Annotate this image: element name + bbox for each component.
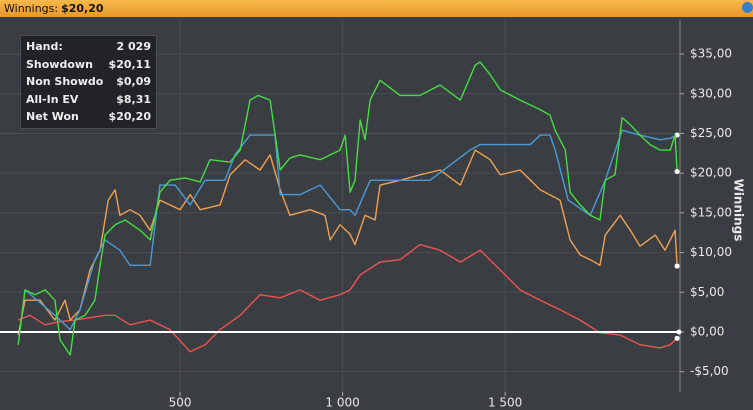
stats-row: Showdown $20,11 <box>21 56 156 74</box>
stat-value: 2 029 <box>116 40 151 53</box>
x-tick-label: 1 000 <box>325 396 359 410</box>
series-line <box>17 61 678 356</box>
y-tick-label: $25,00 <box>690 126 732 140</box>
stat-value: $20,20 <box>108 110 151 123</box>
end-point <box>674 263 680 269</box>
grid <box>0 20 680 392</box>
stat-label: Non Showdown <box>26 75 104 88</box>
header-value: $20,20 <box>61 2 104 15</box>
stats-row: Net Won $20,20 <box>21 108 156 126</box>
y-tick-label: $15,00 <box>690 205 732 219</box>
stat-value: $8,31 <box>116 92 151 106</box>
stats-row: Non Showdown $0,09 <box>21 73 156 91</box>
stat-label: Hand: <box>26 40 63 53</box>
y-tick-label: $5,00 <box>690 285 724 299</box>
y-tick-label: -$5,00 <box>690 364 729 378</box>
end-point <box>674 169 680 175</box>
stats-box: Hand: 2 029 Showdown $20,11 Non Showdown $0,0… <box>20 35 157 129</box>
x-tick-label: 500 <box>169 396 192 410</box>
icon[interactable] <box>742 2 753 13</box>
y-axis-label: Winnings <box>732 179 746 242</box>
series-line <box>17 129 678 345</box>
series-line <box>17 149 678 336</box>
y-tick-label: $0,00 <box>690 324 724 338</box>
stat-value: $20,11 <box>108 57 151 71</box>
stats-row: All-In EV $8,31 <box>21 91 156 109</box>
stat-label: Net Won <box>26 110 79 123</box>
series-line <box>17 243 678 353</box>
header: Winnings: $20,20 <box>0 0 753 17</box>
y-tick-label: $35,00 <box>690 47 732 61</box>
y-tick-label: $20,00 <box>690 166 732 180</box>
stat-label: All-In EV <box>26 92 79 106</box>
end-point <box>674 335 680 341</box>
stat-label: Showdown <box>26 57 93 71</box>
y-tick-label: $10,00 <box>690 245 732 259</box>
stat-value: $0,09 <box>116 75 151 88</box>
stats-row: Hand: 2 029 <box>21 38 156 56</box>
header-label: Winnings: <box>4 2 59 15</box>
x-tick-label: 1 500 <box>488 396 522 410</box>
y-tick-label: $30,00 <box>690 86 732 100</box>
zero-line-end <box>676 329 682 335</box>
